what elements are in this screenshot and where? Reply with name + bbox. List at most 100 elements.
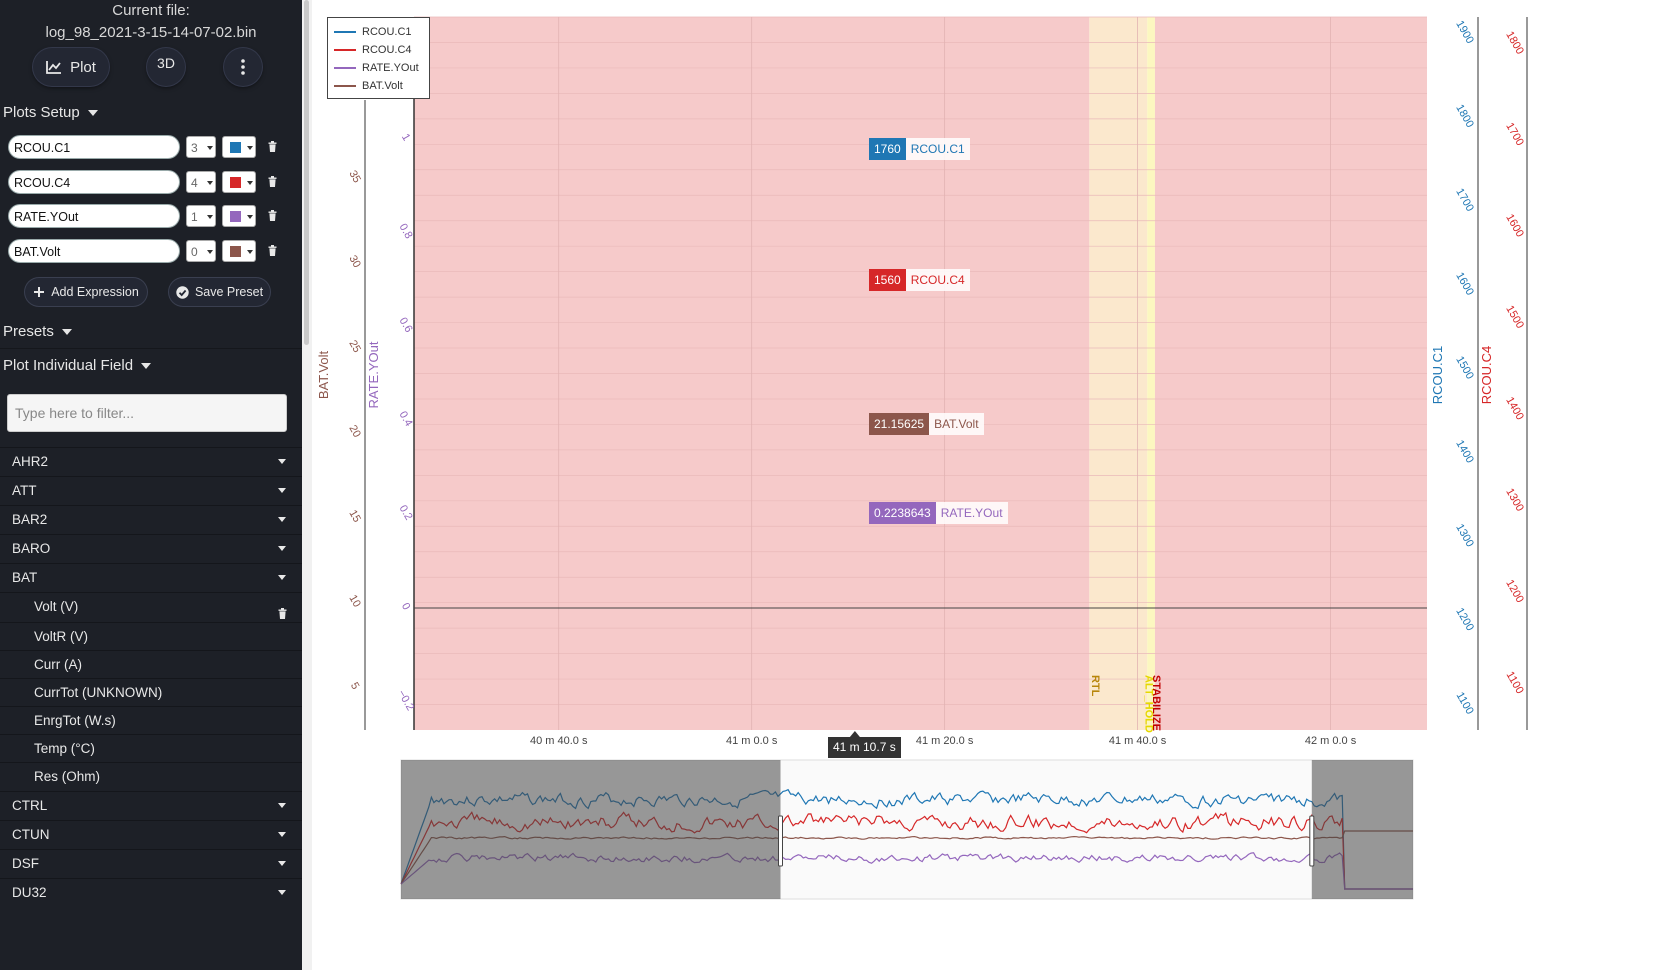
tree-group-item[interactable]: CTRL (0, 791, 302, 819)
tree-group-label: BARO (12, 541, 51, 556)
tree-field-item[interactable]: Volt (V) (0, 592, 302, 620)
save-preset-button[interactable]: Save Preset (169, 278, 270, 306)
tree-field-item[interactable]: VoltR (V) (0, 622, 302, 650)
chevron-down-icon (247, 180, 253, 185)
expression-input[interactable]: RCOU.C1 (8, 135, 180, 159)
axis-select[interactable]: 3 (186, 136, 216, 158)
tree-field-item[interactable]: CurrTot (UNKNOWN) (0, 678, 302, 706)
trash-icon[interactable] (268, 175, 277, 187)
y-tick-label: 1500 (1453, 354, 1476, 381)
filter-input[interactable]: Type here to filter... (7, 394, 287, 432)
flight-mode-label: RTL (1089, 675, 1101, 697)
y-tick-label: 1100 (1503, 670, 1525, 696)
plots-setup-toggle[interactable]: Plots Setup (3, 104, 98, 121)
color-select[interactable] (222, 239, 256, 262)
tree-field-item[interactable]: EnrgTot (W.s) (0, 706, 302, 734)
color-select[interactable] (222, 136, 256, 158)
chevron-down-icon (247, 215, 253, 219)
trash-icon[interactable] (268, 244, 277, 256)
tree-group-item[interactable]: BAR2 (0, 505, 302, 533)
legend-entry[interactable]: BAT.Volt (334, 79, 403, 93)
tree-group-item[interactable]: BAT (0, 563, 302, 591)
range-slider-handle[interactable] (1309, 815, 1315, 867)
check-circle-icon (176, 285, 189, 299)
3d-button[interactable]: 3D (147, 48, 185, 86)
legend-label: BAT.Volt (362, 80, 403, 92)
legend-swatch (334, 67, 356, 69)
y-tick-label: 1800 (1453, 103, 1476, 130)
plot-individual-title: Plot Individual Field (3, 357, 134, 374)
current-file-name: log_98_2021-3-15-14-07-02.bin (45, 24, 257, 41)
tree-group-item[interactable]: DU32 (0, 878, 302, 906)
presets-toggle[interactable]: Presets (3, 323, 72, 340)
legend-entry[interactable]: RCOU.C1 (334, 25, 412, 39)
y-tick-label: −0.2 (395, 688, 416, 713)
plot-area[interactable]: 40 m 40.0 s 41 m 0.0 s 41 m 20.0 s 41 m 40.… (312, 0, 1679, 970)
tree-field-item[interactable]: Curr (A) (0, 650, 302, 678)
legend-swatch (334, 49, 356, 51)
plot-button-label: Plot (70, 58, 96, 76)
delete-expression-button[interactable] (268, 210, 278, 222)
sidebar-scrollbar[interactable] (302, 0, 312, 970)
axis-title: BAT.Volt (316, 351, 331, 400)
remove-field-button[interactable] (278, 601, 287, 629)
delete-expression-button[interactable] (268, 244, 278, 257)
color-swatch (230, 211, 241, 222)
y-tick-label: 1900 (1453, 19, 1476, 46)
expression-row: RCOU.C4 4 (8, 169, 278, 195)
tree-group-item[interactable]: BARO (0, 534, 302, 562)
x-hover-label: 41 m 10.7 s (828, 737, 901, 758)
hover-series-name: RATE.YOut (935, 502, 1008, 524)
axis-select[interactable]: 4 (186, 170, 216, 193)
chevron-down-icon (207, 249, 213, 254)
add-expression-button[interactable]: Add Expression (25, 278, 147, 306)
color-select[interactable] (222, 170, 256, 193)
tree-field-item[interactable]: Res (Ohm) (0, 762, 302, 790)
plot-individual-toggle[interactable]: Plot Individual Field (3, 357, 152, 374)
sidebar-scrollbar-thumb[interactable] (304, 0, 309, 345)
plot-button[interactable]: Plot (33, 48, 109, 86)
legend-entry[interactable]: RCOU.C4 (334, 43, 412, 57)
y-tick-label: 0.2 (397, 503, 415, 522)
caret-down-icon (278, 803, 286, 808)
hover-series-name: BAT.Volt (929, 413, 984, 435)
range-slider-handle[interactable] (778, 815, 783, 867)
expression-input[interactable]: RCOU.C4 (8, 169, 180, 194)
caret-down-icon (278, 861, 286, 866)
caret-down-icon (278, 459, 286, 464)
expression-row: RATE.YOut 1 (8, 203, 278, 229)
tree-field-item[interactable]: Temp (°C) (0, 734, 302, 762)
hover-value: 0.2238643 (869, 502, 936, 524)
range-slider-mask (401, 760, 781, 899)
axis-select[interactable]: 1 (186, 205, 216, 227)
legend-swatch (334, 85, 356, 87)
color-select[interactable] (222, 205, 256, 227)
delete-expression-button[interactable] (268, 175, 278, 188)
tree-field-label: VoltR (V) (34, 629, 89, 644)
tree-group-item[interactable]: CTUN (0, 820, 302, 848)
caret-down-icon (278, 832, 286, 837)
tree-group-item[interactable]: DSF (0, 849, 302, 877)
plus-icon (34, 287, 45, 297)
delete-expression-button[interactable] (268, 141, 278, 153)
tree-group-item[interactable]: AHR2 (0, 447, 302, 475)
tree-field-label: CurrTot (UNKNOWN) (34, 685, 163, 700)
y-tick-label: 1 (399, 132, 412, 143)
expression-input[interactable]: RATE.YOut (8, 204, 180, 228)
tree-group-label: ATT (12, 483, 37, 498)
trash-icon[interactable] (268, 141, 277, 152)
trash-icon[interactable] (268, 210, 277, 221)
legend-entry[interactable]: RATE.YOut (334, 61, 419, 75)
more-menu-button[interactable] (224, 48, 262, 86)
legend[interactable]: RCOU.C1 RCOU.C4 RATE.YOut BAT.Volt (327, 17, 430, 99)
y-tick-label: 10 (346, 593, 363, 610)
axis-select[interactable]: 0 (186, 239, 216, 262)
range-slider-mask (1311, 760, 1413, 899)
plots-setup-title: Plots Setup (3, 104, 80, 121)
tree-group-label: CTUN (12, 827, 50, 842)
tree-group-item[interactable]: ATT (0, 476, 302, 504)
expression-input[interactable]: BAT.Volt (8, 238, 180, 263)
expression-row: BAT.Volt 0 (8, 238, 278, 264)
trash-icon[interactable] (278, 608, 287, 619)
y-tick-label: 1300 (1503, 486, 1526, 513)
